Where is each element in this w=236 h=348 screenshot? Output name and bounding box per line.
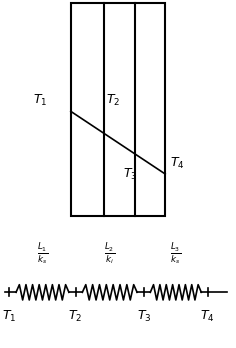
Text: $\frac{L_2}{k_i}$: $\frac{L_2}{k_i}$: [104, 241, 115, 267]
Text: $T_1$: $T_1$: [2, 309, 17, 324]
Text: $\frac{L_3}{k_s}$: $\frac{L_3}{k_s}$: [170, 241, 181, 267]
Text: $T_3$: $T_3$: [123, 167, 137, 182]
Text: $T_2$: $T_2$: [106, 93, 120, 108]
Text: $\frac{L_1}{k_s}$: $\frac{L_1}{k_s}$: [37, 241, 48, 267]
Text: $T_1$: $T_1$: [33, 93, 47, 108]
Text: $T_4$: $T_4$: [170, 156, 185, 171]
Text: $T_4$: $T_4$: [200, 309, 215, 324]
Text: $T_2$: $T_2$: [68, 309, 83, 324]
Text: $T_3$: $T_3$: [137, 309, 151, 324]
